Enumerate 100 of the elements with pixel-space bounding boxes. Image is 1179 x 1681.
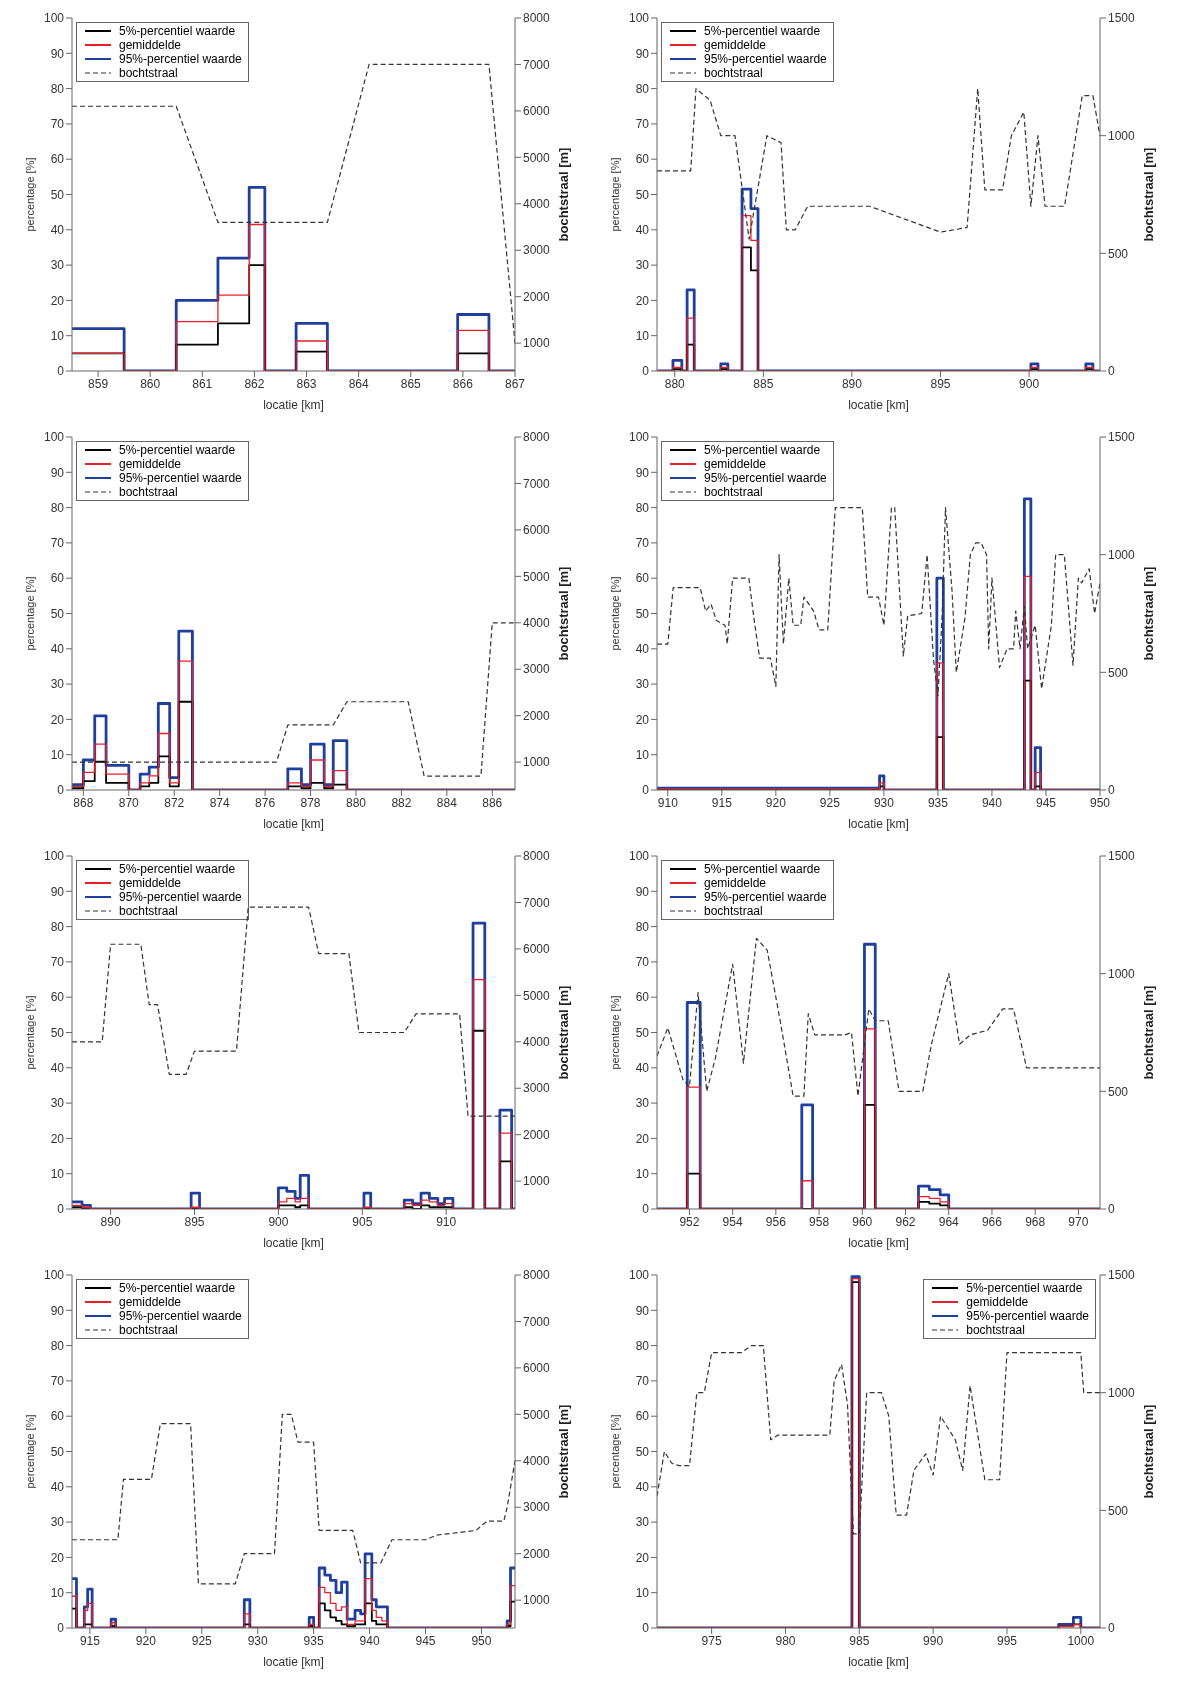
y-tick-label: 50	[50, 1025, 65, 1040]
legend-label: bochtstraal	[704, 904, 763, 918]
legend-label: 95%-percentiel waarde	[704, 471, 827, 485]
y-tick-label: 30	[50, 258, 65, 273]
x-tick-label: 990	[923, 1633, 944, 1648]
y-tick-label: 70	[635, 1374, 650, 1389]
x-tick-label: 872	[164, 795, 185, 810]
y-tick-label: 20	[635, 712, 650, 727]
y-tick-label: 40	[50, 1480, 65, 1495]
y-tick-label: 60	[635, 990, 650, 1005]
y2-tick-label: 0	[1108, 364, 1115, 379]
y2-tick-label: 7000	[523, 895, 551, 910]
y-tick-label: 0	[57, 783, 65, 798]
y2-axis-title: bochtstraal [m]	[555, 985, 571, 1080]
x-tick-label: 925	[819, 795, 841, 810]
y2-tick-label: 3000	[523, 1500, 551, 1515]
y-tick-label: 50	[635, 187, 650, 202]
legend-label: bochtstraal	[119, 904, 178, 918]
x-tick-label: 905	[352, 1214, 373, 1229]
x-tick-label: 1000	[1067, 1633, 1095, 1648]
x-tick-label: 860	[140, 376, 161, 391]
x-tick-label: 895	[930, 376, 951, 391]
y-tick-label: 20	[50, 712, 65, 727]
x-tick-label: 915	[79, 1633, 101, 1648]
y-tick-label: 70	[50, 536, 65, 551]
y-tick-label: 90	[50, 1303, 65, 1318]
x-axis-title: locatie [km]	[263, 1236, 324, 1250]
x-tick-label: 985	[849, 1633, 870, 1648]
y2-tick-label: 4000	[523, 1454, 551, 1469]
y-tick-label: 60	[635, 152, 650, 167]
y-tick-label: 20	[635, 1550, 650, 1565]
legend-label: 5%-percentiel waarde	[119, 1281, 236, 1295]
x-tick-label: 876	[255, 795, 276, 810]
y-tick-label: 20	[50, 293, 65, 308]
x-tick-label: 950	[1089, 795, 1111, 810]
y2-tick-label: 0	[1108, 1621, 1115, 1636]
y-tick-label: 80	[50, 81, 65, 96]
y-tick-label: 90	[635, 46, 650, 61]
y2-tick-label: 8000	[523, 1268, 551, 1283]
y2-tick-label: 3000	[523, 1081, 551, 1096]
x-tick-label: 866	[452, 376, 474, 391]
y-axis-title: percentage [%]	[23, 576, 36, 651]
y-tick-label: 10	[635, 747, 650, 762]
y-tick-label: 20	[635, 1131, 650, 1146]
y2-tick-label: 1500	[1108, 1268, 1136, 1283]
legend-label: 5%-percentiel waarde	[704, 862, 821, 876]
y2-tick-label: 2000	[523, 708, 551, 723]
legend-label: gemiddelde	[119, 1295, 182, 1309]
x-tick-label: 900	[268, 1214, 289, 1229]
y-tick-label: 40	[635, 642, 650, 657]
x-tick-label: 945	[1035, 795, 1057, 810]
x-tick-label: 960	[852, 1214, 873, 1229]
y-tick-label: 50	[50, 1444, 65, 1459]
x-tick-label: 859	[88, 376, 109, 391]
y2-tick-label: 1500	[1108, 11, 1136, 26]
x-tick-label: 935	[303, 1633, 324, 1648]
y-tick-label: 100	[43, 11, 65, 26]
y-tick-label: 90	[635, 465, 650, 480]
y-tick-label: 40	[50, 223, 65, 238]
y-tick-label: 10	[635, 328, 650, 343]
x-axis-title: locatie [km]	[263, 817, 324, 831]
legend-label: gemiddelde	[119, 876, 182, 890]
y-tick-label: 100	[628, 1268, 650, 1283]
y2-tick-label: 3000	[523, 662, 551, 677]
y-tick-label: 80	[50, 500, 65, 515]
y-tick-label: 50	[635, 1025, 650, 1040]
x-tick-label: 868	[73, 795, 94, 810]
x-tick-label: 867	[504, 376, 526, 391]
y-tick-label: 30	[50, 1096, 65, 1111]
y-tick-label: 70	[635, 536, 650, 551]
y2-tick-label: 1000	[1108, 966, 1136, 981]
y2-tick-label: 1500	[1108, 430, 1136, 445]
y2-tick-label: 1000	[523, 755, 551, 770]
y-tick-label: 90	[50, 465, 65, 480]
x-axis-title: locatie [km]	[848, 398, 909, 412]
y-tick-label: 90	[50, 46, 65, 61]
x-tick-label: 958	[809, 1214, 830, 1229]
legend-label: bochtstraal	[704, 66, 763, 80]
y-tick-label: 90	[635, 1303, 650, 1318]
x-tick-label: 865	[400, 376, 422, 391]
y-tick-label: 100	[628, 430, 650, 445]
y-tick-label: 90	[635, 884, 650, 899]
y-tick-label: 70	[635, 117, 650, 132]
y-tick-label: 80	[50, 919, 65, 934]
y2-tick-label: 1000	[523, 1174, 551, 1189]
y-tick-label: 60	[635, 571, 650, 586]
y2-tick-label: 0	[1108, 783, 1115, 798]
y-tick-label: 40	[635, 223, 650, 238]
x-tick-label: 964	[938, 1214, 960, 1229]
legend-label: gemiddelde	[966, 1295, 1029, 1309]
legend-label: 95%-percentiel waarde	[704, 890, 827, 904]
y-tick-label: 10	[50, 1166, 65, 1181]
y-tick-label: 0	[57, 364, 65, 379]
x-axis-title: locatie [km]	[848, 1655, 909, 1669]
y2-tick-label: 8000	[523, 430, 551, 445]
y2-tick-label: 0	[1108, 1202, 1115, 1217]
x-axis-title: locatie [km]	[848, 1236, 909, 1250]
x-tick-label: 910	[436, 1214, 457, 1229]
y-tick-label: 0	[57, 1621, 65, 1636]
y2-tick-label: 1000	[1108, 1385, 1136, 1400]
